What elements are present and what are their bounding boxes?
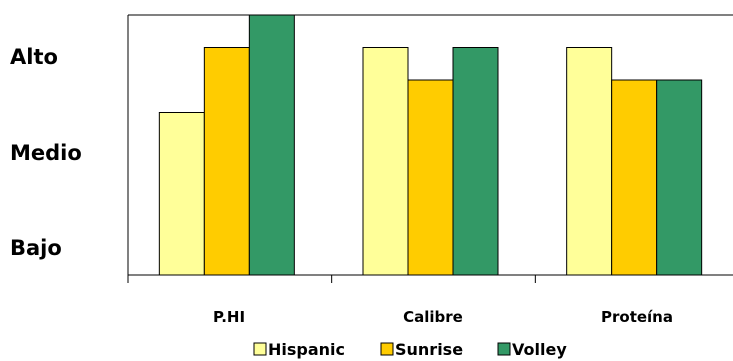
bar-sunrise-0 <box>203 47 250 276</box>
bar-volley-0 <box>248 14 295 276</box>
y-label-bajo: Bajo <box>10 236 62 260</box>
legend-label-hispanic: Hispanic <box>268 340 345 359</box>
x-label-calibre: Calibre <box>403 308 463 326</box>
y-label-alto: Alto <box>10 45 58 69</box>
legend-swatch-sunrise <box>380 342 394 356</box>
bar-sunrise-2 <box>611 79 658 276</box>
bar-group <box>158 14 703 276</box>
bar-hispanic-0 <box>158 112 205 276</box>
legend-swatch-hispanic <box>253 342 267 356</box>
x-label-proteina: Proteína <box>601 308 673 326</box>
legend-label-volley: Volley <box>512 340 567 359</box>
bar-sunrise-1 <box>407 79 454 276</box>
x-label-phi: P.HI <box>213 308 245 326</box>
legend: Hispanic Sunrise Volley <box>253 340 567 359</box>
bar-hispanic-1 <box>362 47 409 276</box>
x-tick-group <box>127 275 536 283</box>
y-label-medio: Medio <box>10 141 82 165</box>
bar-volley-2 <box>656 79 703 276</box>
bar-hispanic-2 <box>566 47 613 276</box>
legend-label-sunrise: Sunrise <box>395 340 463 359</box>
legend-swatch-volley <box>497 342 511 356</box>
bar-volley-1 <box>452 47 499 276</box>
